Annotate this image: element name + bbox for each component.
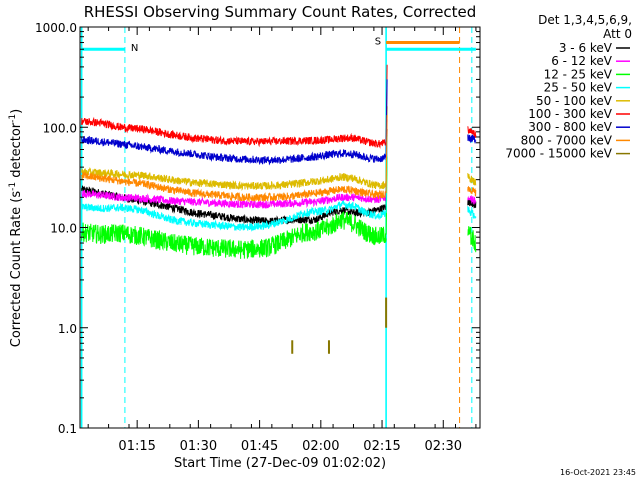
night-flag-label: N <box>131 43 138 54</box>
series-line-after-gap <box>467 126 477 138</box>
legend-entry-label: 12 - 25 keV <box>544 67 613 81</box>
x-tick-label: 02:00 <box>302 439 339 454</box>
series-line <box>81 135 387 166</box>
x-axis: 01:15 01:30 01:45 02:00 02:15 02:30 <box>87 27 477 454</box>
footer-timestamp: 16-Oct-2021 23:45 <box>560 468 636 477</box>
y-tick-label: 10.0 <box>50 222 77 236</box>
y-axis: 1000.0 100.0 10.0 1.0 0.1 <box>35 21 480 436</box>
y-tick-label: 1000.0 <box>35 21 77 35</box>
legend-entry-label: 3 - 6 keV <box>559 41 613 55</box>
series-line <box>81 189 387 209</box>
chart-title: RHESSI Observing Summary Count Rates, Co… <box>84 3 477 21</box>
plot-area: NS <box>80 27 477 428</box>
series-line <box>81 171 387 203</box>
series-spike <box>385 115 388 194</box>
legend-entry-label: 800 - 7000 keV <box>521 133 613 147</box>
legend-entry-label: 25 - 50 keV <box>544 81 613 95</box>
y-axis-label: Corrected Count Rate (s-1 detector-1) <box>8 109 24 347</box>
series-line-after-gap <box>467 173 477 186</box>
y-tick-label: 0.1 <box>58 422 77 436</box>
x-axis-label: Start Time (27-Dec-09 01:02:02) <box>174 456 386 471</box>
series-line-after-gap <box>467 194 477 205</box>
legend-entry-label: 7000 - 15000 keV <box>505 147 612 161</box>
series-line <box>81 116 387 149</box>
x-tick-label: 01:45 <box>241 439 278 454</box>
series-line <box>81 167 387 192</box>
series-line-after-gap <box>467 134 477 144</box>
legend-entry-label: 300 - 800 keV <box>528 120 612 134</box>
legend-header-line-1: Det 1,3,4,5,6,9, <box>538 13 632 27</box>
series-line-after-gap <box>467 206 477 220</box>
series-line-after-gap <box>467 186 477 197</box>
legend-entry-label: 6 - 12 keV <box>551 54 613 68</box>
x-tick-label: 02:15 <box>363 439 400 454</box>
legend-entry-label: 100 - 300 keV <box>528 107 612 121</box>
series-line <box>81 211 387 259</box>
y-tick-label: 100.0 <box>43 121 77 135</box>
legend-header-line-2: Att 0 <box>603 27 632 41</box>
saa-flag-label: S <box>375 37 381 48</box>
x-tick-label: 02:30 <box>425 439 462 454</box>
x-tick-label: 01:30 <box>180 439 217 454</box>
x-tick-label: 01:15 <box>118 439 155 454</box>
y-tick-label: 1.0 <box>58 322 77 336</box>
legend-entry-label: 50 - 100 keV <box>536 94 613 108</box>
series-line <box>81 200 387 232</box>
series-line-after-gap <box>467 226 477 253</box>
